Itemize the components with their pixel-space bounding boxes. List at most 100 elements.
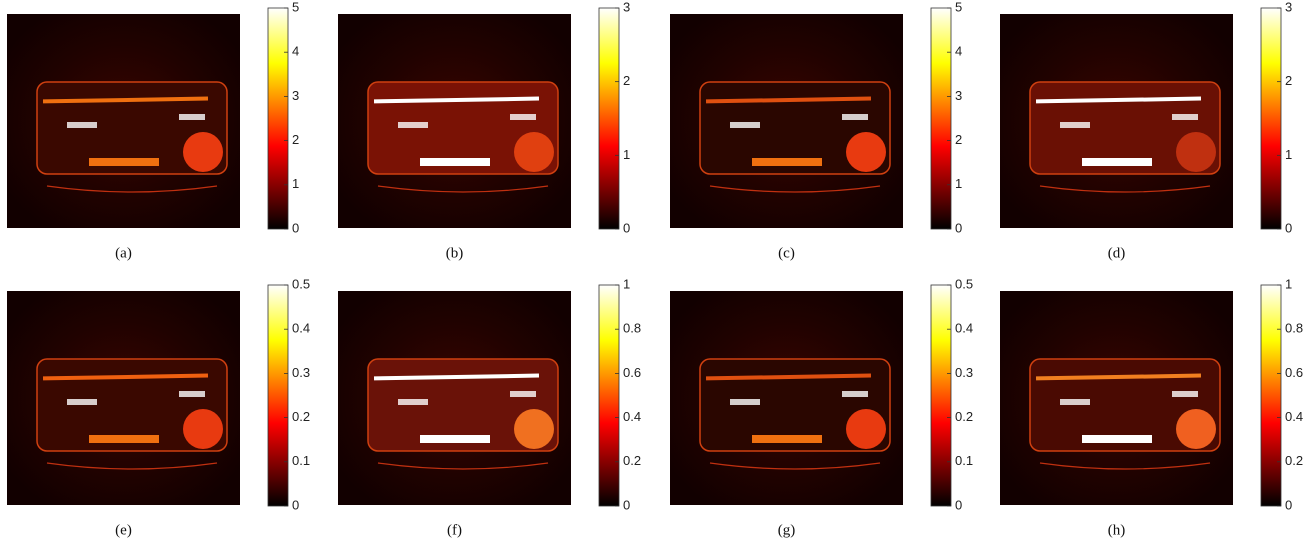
bright-patch (420, 158, 490, 166)
object-body (1029, 81, 1221, 175)
bright-bar (42, 96, 209, 104)
colorbar-tick-label: 1 (292, 176, 299, 191)
colorbar-tick-label: 0.3 (292, 365, 310, 380)
bright-patch (752, 435, 822, 443)
colorbar-tick-label: 0.2 (1285, 453, 1303, 468)
bright-bar (705, 373, 872, 381)
object-base (46, 185, 218, 193)
panel-caption: (c) (778, 245, 795, 261)
panel-caption: (d) (1108, 245, 1126, 261)
object-body (367, 81, 559, 175)
colorbar-tick-label: 1 (1285, 276, 1292, 291)
colorbar-tick-label: 0 (955, 220, 962, 235)
bright-patch (510, 114, 536, 120)
bright-patch (420, 435, 490, 443)
colorbar-tick-label: 0 (1285, 220, 1292, 235)
colorbar-tick-label: 0 (955, 497, 962, 512)
bright-patch (842, 391, 868, 397)
colorbar-tick-label: 0 (623, 220, 630, 235)
panel (670, 291, 903, 505)
panel-caption: (g) (778, 522, 796, 538)
panel-caption: (h) (1108, 522, 1126, 538)
colorbar-tick-label: 3 (955, 88, 962, 103)
bright-patch (89, 158, 159, 166)
panel (7, 14, 240, 228)
object-base (377, 185, 549, 193)
round-part (1176, 409, 1216, 449)
bright-patch (1082, 435, 1152, 443)
object-base (709, 185, 881, 193)
round-part (846, 132, 886, 172)
panel (7, 291, 240, 505)
panel (338, 291, 571, 505)
bright-bar (705, 96, 872, 104)
colorbar-tick-label: 0.6 (623, 365, 641, 380)
bright-patch (67, 122, 97, 128)
colorbar-tick-label: 1 (623, 147, 630, 162)
object-body (36, 358, 228, 452)
colorbar (598, 284, 620, 507)
object-base (1039, 462, 1211, 470)
panel-caption: (b) (446, 245, 464, 261)
panel (1000, 14, 1233, 228)
bright-patch (1082, 158, 1152, 166)
colorbar-tick-label: 0.2 (623, 453, 641, 468)
bright-patch (510, 391, 536, 397)
bright-patch (179, 114, 205, 120)
colorbar (930, 284, 952, 507)
colorbar-tick-label: 2 (955, 132, 962, 147)
bright-patch (398, 122, 428, 128)
colorbar-tick-label: 0.8 (1285, 321, 1303, 336)
colorbar-tick-label: 2 (1285, 73, 1292, 88)
colorbar-tick-label: 0.3 (955, 365, 973, 380)
round-part (514, 132, 554, 172)
object-body (1029, 358, 1221, 452)
colorbar-tick-label: 4 (955, 44, 962, 59)
object-body (367, 358, 559, 452)
colorbar-tick-label: 0 (292, 497, 299, 512)
object-base (46, 462, 218, 470)
colorbar (1260, 7, 1282, 230)
bright-patch (1172, 391, 1198, 397)
colorbar-tick-label: 2 (623, 73, 630, 88)
colorbar-tick-label: 0.5 (955, 276, 973, 291)
colorbar-tick-label: 0.1 (955, 453, 973, 468)
colorbar-tick-label: 0 (292, 220, 299, 235)
bright-patch (398, 399, 428, 405)
colorbar-tick-label: 1 (1285, 147, 1292, 162)
colorbar-tick-label: 0.4 (955, 321, 973, 336)
bright-bar (1035, 373, 1202, 381)
colorbar-tick-label: 0.8 (623, 321, 641, 336)
colorbar (267, 7, 289, 230)
bright-bar (42, 373, 209, 381)
colorbar-tick-label: 1 (955, 176, 962, 191)
round-part (514, 409, 554, 449)
colorbar-tick-label: 4 (292, 44, 299, 59)
bright-patch (1060, 399, 1090, 405)
round-part (1176, 132, 1216, 172)
colorbar-tick-label: 0.5 (292, 276, 310, 291)
bright-bar (1035, 96, 1202, 104)
panel (1000, 291, 1233, 505)
colorbar-tick-label: 3 (1285, 0, 1292, 14)
bright-patch (730, 399, 760, 405)
colorbar-tick-label: 0.4 (1285, 409, 1303, 424)
bright-bar (373, 373, 540, 381)
colorbar-tick-label: 2 (292, 132, 299, 147)
colorbar-tick-label: 5 (292, 0, 299, 14)
bright-patch (1172, 114, 1198, 120)
round-part (183, 409, 223, 449)
colorbar-tick-label: 1 (623, 276, 630, 291)
colorbar (598, 7, 620, 230)
colorbar (1260, 284, 1282, 507)
colorbar-tick-label: 0.6 (1285, 365, 1303, 380)
panel-caption: (a) (115, 245, 132, 261)
round-part (183, 132, 223, 172)
colorbar-tick-label: 3 (623, 0, 630, 14)
panel (338, 14, 571, 228)
panel (670, 14, 903, 228)
bright-patch (842, 114, 868, 120)
colorbar (930, 7, 952, 230)
colorbar-tick-label: 0.2 (955, 409, 973, 424)
